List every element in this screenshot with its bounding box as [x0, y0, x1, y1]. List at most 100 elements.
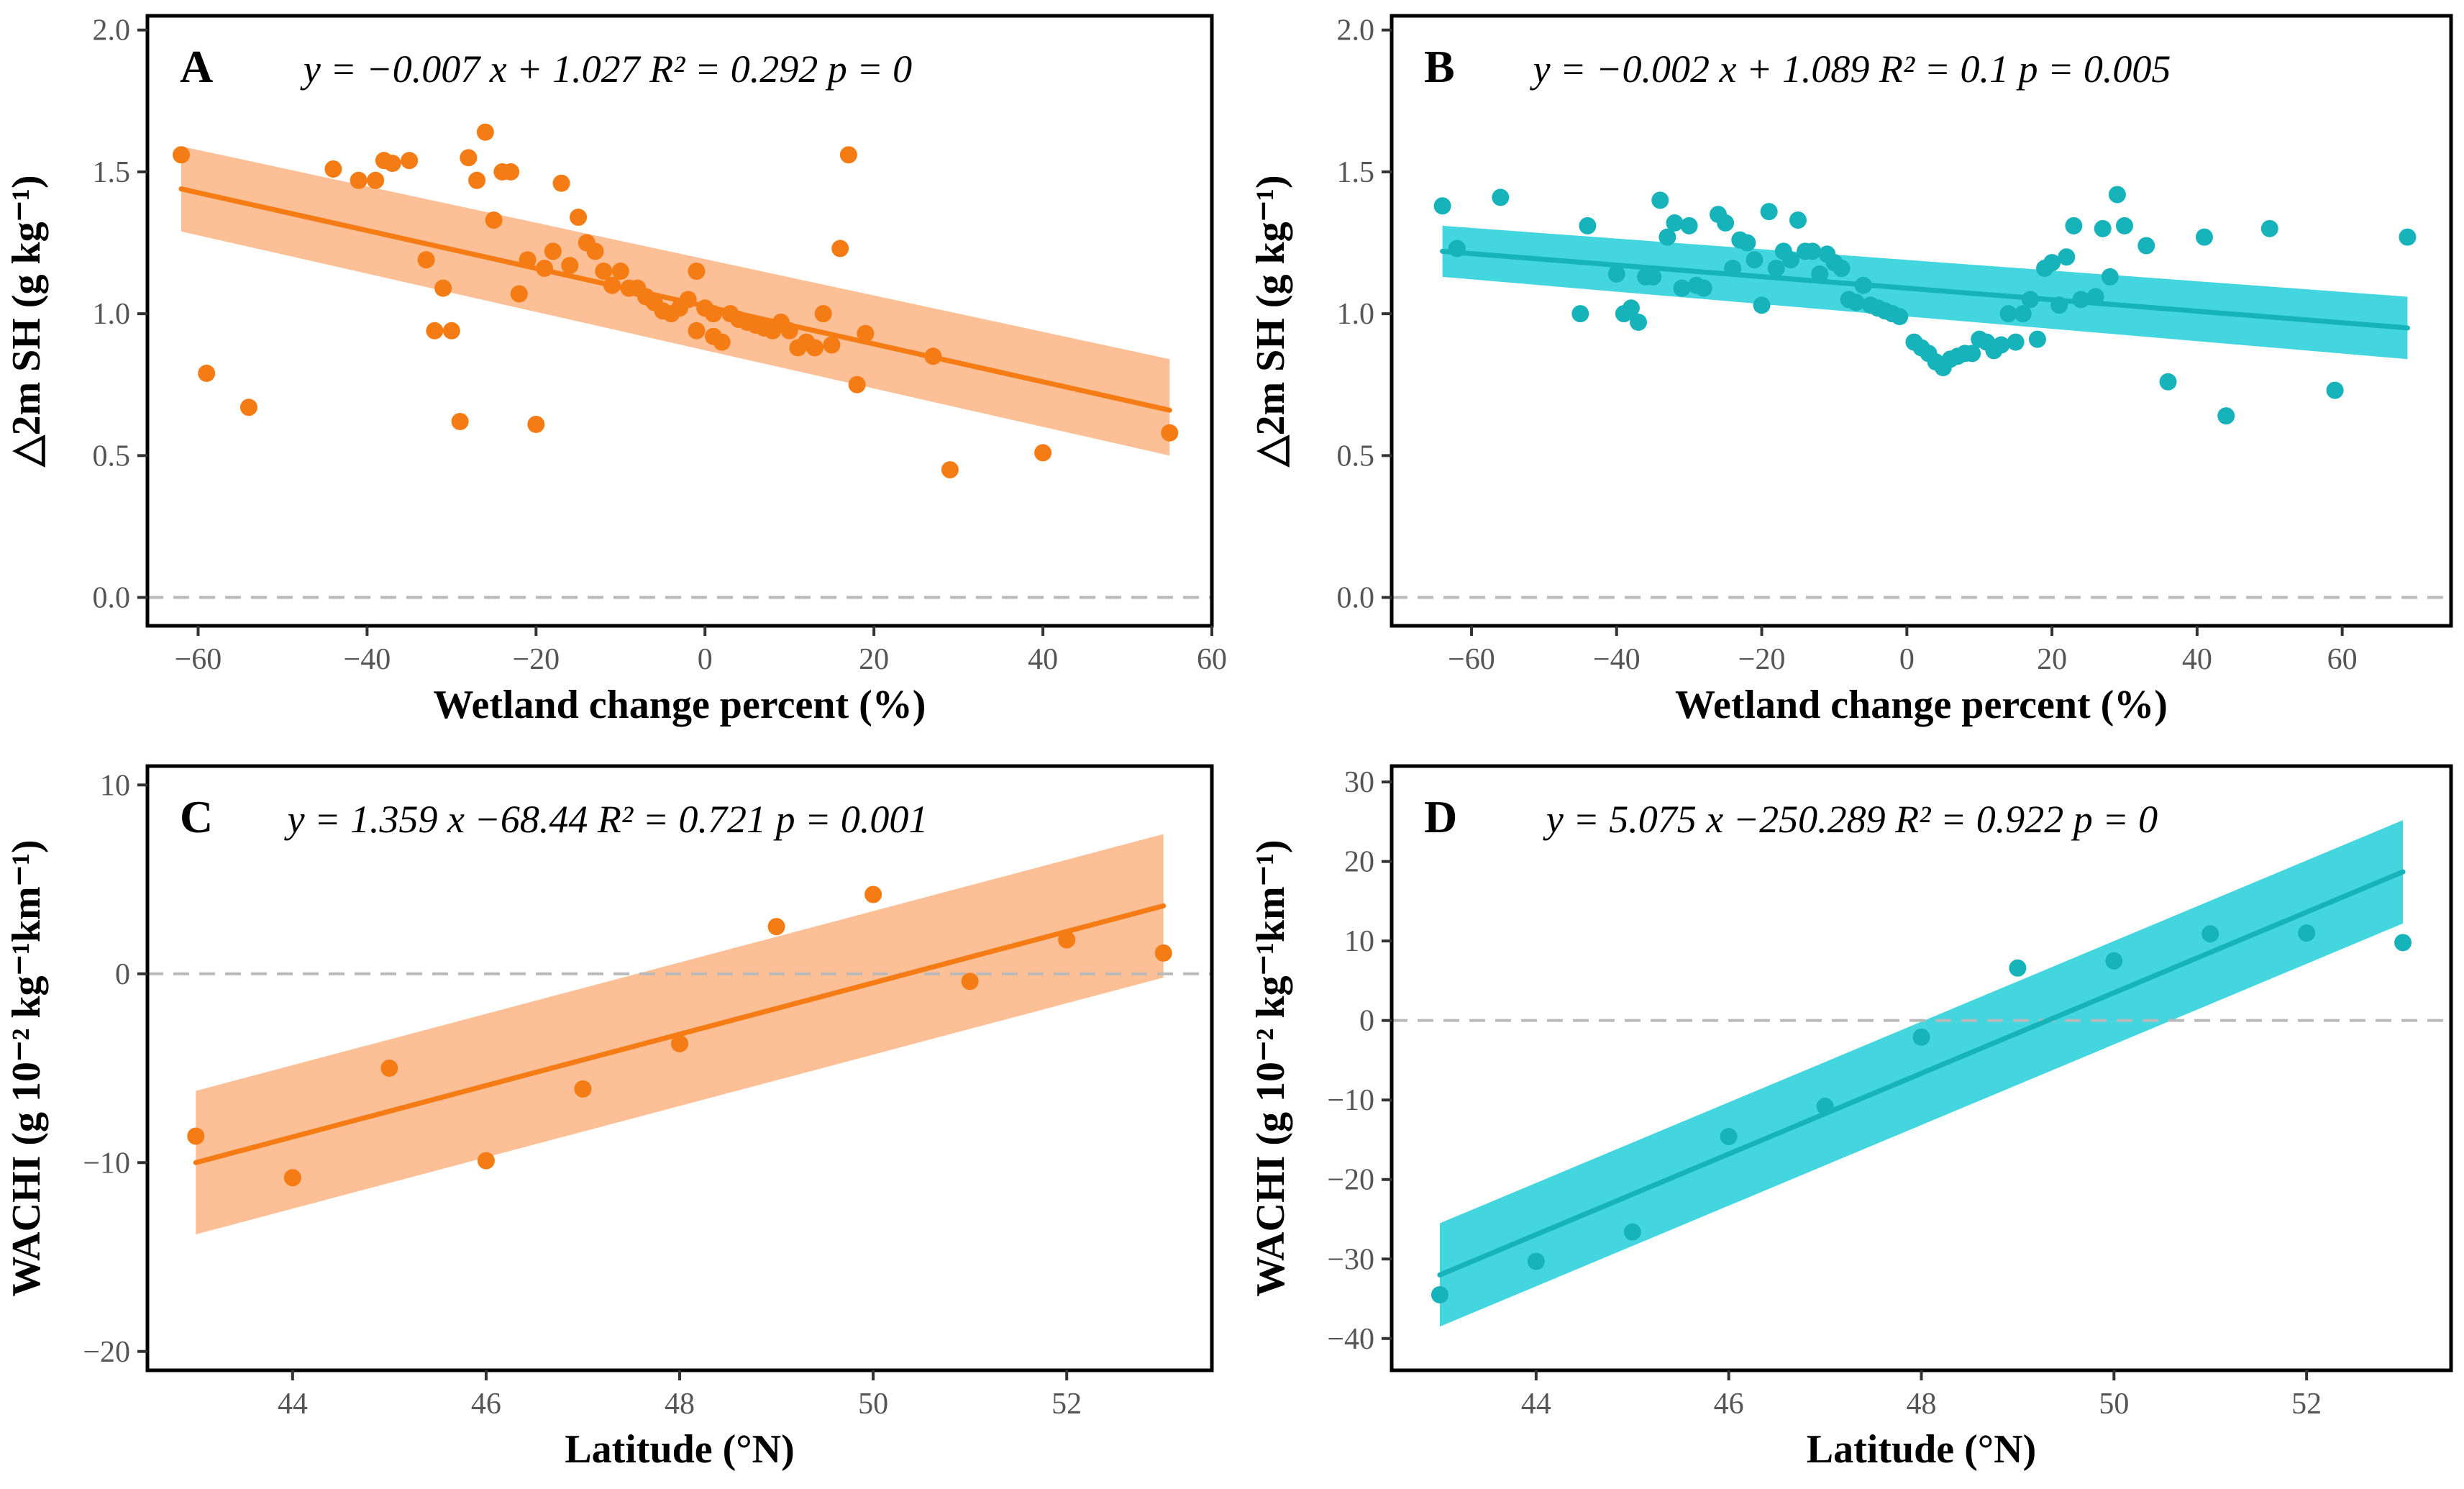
data-point	[324, 160, 342, 178]
data-point	[814, 305, 832, 323]
x-tick-label: 20	[2037, 643, 2067, 676]
data-point	[2115, 217, 2133, 234]
data-point	[595, 262, 613, 280]
data-point	[1433, 197, 1451, 215]
data-point	[2009, 959, 2027, 977]
data-point	[544, 242, 562, 260]
data-point	[688, 322, 706, 340]
data-point	[1717, 214, 1735, 232]
data-point	[688, 262, 706, 280]
regression-line	[193, 903, 1167, 1165]
y-tick-label: 0.5	[93, 440, 131, 473]
data-point	[536, 260, 554, 278]
y-tick-label: 10	[100, 769, 130, 802]
data-point	[2108, 186, 2126, 204]
data-point	[239, 399, 257, 416]
data-point	[2260, 219, 2278, 237]
x-tick-label: −60	[175, 643, 222, 676]
data-point	[1673, 279, 1691, 297]
data-point	[570, 209, 588, 227]
data-point	[451, 413, 469, 431]
x-tick-label: 20	[859, 643, 889, 676]
data-point	[1816, 1098, 1834, 1116]
data-point	[2094, 219, 2112, 237]
panel-b: −60 −40 −20 0 20 40 60 0.0 0.5 1.0 1.5 2.0 Wetland c…	[1249, 14, 2453, 727]
data-point	[2298, 924, 2316, 942]
data-point	[1651, 191, 1669, 209]
data-point	[1154, 944, 1172, 962]
data-point	[1058, 931, 1076, 949]
y-tick-label: 30	[1344, 766, 1374, 799]
plot-frame	[1390, 14, 2453, 628]
data-point	[1767, 260, 1785, 278]
data-point	[1811, 265, 1829, 283]
data-point	[2399, 228, 2417, 246]
panel-d: 44 46 48 50 52 −40 −30 −20 −10 0 10 20 30 Latitude (°…	[1249, 764, 2453, 1472]
x-axis-title: Latitude (°N)	[1807, 1427, 2036, 1472]
x-tick-label: 40	[1028, 643, 1058, 676]
x-tick-label: 48	[665, 1388, 695, 1421]
data-point	[864, 885, 882, 903]
data-point	[367, 171, 385, 189]
data-point	[1738, 234, 1756, 252]
data-point	[460, 149, 478, 167]
y-tick-label: 1.0	[93, 298, 131, 331]
x-tick-label: 52	[1051, 1388, 1082, 1421]
data-point	[519, 251, 537, 269]
x-axis-title: Latitude (°N)	[565, 1427, 794, 1472]
data-point	[857, 324, 875, 342]
data-point	[1999, 305, 2017, 323]
data-point	[434, 279, 452, 297]
data-point	[713, 333, 731, 351]
data-point	[848, 375, 866, 393]
y-tick-label: −10	[1327, 1084, 1374, 1117]
x-tick-label: 40	[2182, 643, 2212, 676]
data-point	[2065, 217, 2083, 234]
data-point	[401, 152, 419, 170]
regression-equation: y = −0.002 x + 1.089 R² = 0.1 p = 0.005	[1530, 47, 2171, 91]
data-point	[1034, 444, 1052, 462]
x-tick-label: −20	[1738, 643, 1786, 676]
y-tick-label: 2.0	[93, 14, 131, 47]
data-point	[671, 1034, 688, 1052]
y-tick-label: −20	[1327, 1164, 1374, 1197]
regression-equation: y = −0.007 x + 1.027 R² = 0.292 p = 0	[300, 47, 912, 91]
data-point	[831, 240, 849, 258]
data-point	[1854, 276, 1872, 294]
data-point	[1724, 260, 1742, 278]
data-point	[1847, 293, 1865, 311]
x-tick-label: 60	[2327, 643, 2358, 676]
data-point	[1720, 1128, 1738, 1146]
data-point	[442, 322, 460, 340]
data-point	[502, 163, 520, 181]
data-point	[2043, 254, 2061, 272]
data-point	[1680, 217, 1698, 234]
data-point	[2021, 291, 2039, 309]
confidence-band	[1442, 225, 2408, 360]
panel-label: B	[1424, 41, 1455, 92]
data-point	[1607, 265, 1625, 283]
data-point	[603, 276, 621, 294]
data-point	[1992, 336, 2010, 354]
data-point	[510, 285, 528, 303]
x-tick-label: −60	[1448, 643, 1495, 676]
x-tick-label: 44	[278, 1388, 308, 1421]
data-point	[704, 305, 722, 323]
y-axis-title: △2m SH (g kg⁻¹)	[1249, 175, 1293, 468]
panel-label: A	[180, 41, 213, 92]
data-point	[1912, 1028, 1930, 1046]
data-point	[961, 973, 979, 991]
data-point	[417, 251, 435, 269]
regression-equation: y = 1.359 x −68.44 R² = 0.721 p = 0.001	[284, 798, 928, 841]
data-point	[2014, 305, 2032, 323]
data-point	[1492, 188, 1510, 206]
data-point	[1891, 308, 1909, 326]
data-point	[2159, 373, 2177, 391]
data-point	[780, 322, 798, 340]
data-point	[1963, 345, 1981, 363]
x-tick-label: 48	[1907, 1388, 1937, 1421]
x-tick-label: 0	[698, 643, 713, 676]
data-point	[2326, 381, 2344, 399]
data-point	[1746, 251, 1763, 269]
x-tick-label: 50	[2099, 1388, 2129, 1421]
